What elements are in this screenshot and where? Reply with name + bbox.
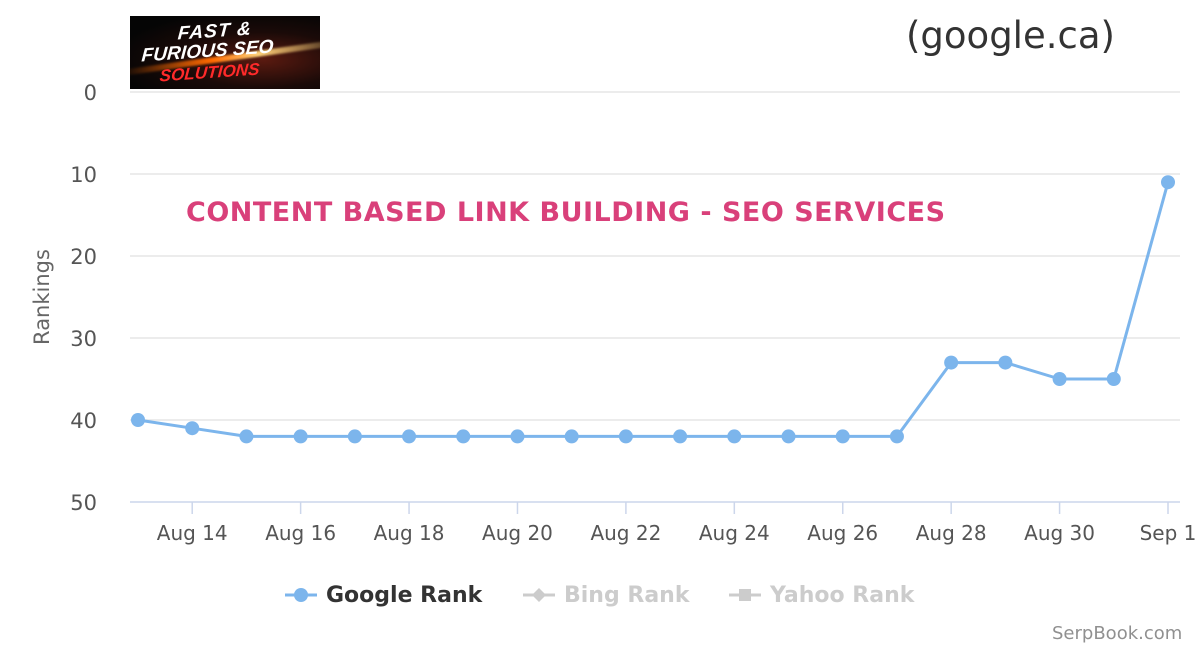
grid-lines — [130, 91, 1180, 421]
data-point — [618, 429, 633, 444]
x-tick-label: Aug 22 — [590, 521, 661, 545]
x-tick-label: Aug 18 — [374, 521, 445, 545]
data-point — [1052, 372, 1067, 386]
data-point — [347, 429, 362, 444]
y-axis-title: Rankings — [30, 249, 54, 345]
data-point — [402, 429, 417, 444]
y-tick-label: 50 — [70, 491, 97, 515]
overlay-title: CONTENT BASED LINK BUILDING - SEO SERVIC… — [186, 197, 946, 228]
circle-marker-icon — [285, 588, 317, 602]
x-tick-label: Aug 20 — [482, 521, 553, 545]
data-point — [131, 413, 145, 427]
y-tick-label: 30 — [70, 327, 97, 351]
data-point — [456, 429, 471, 444]
data-point — [185, 421, 200, 436]
legend-label-bing: Bing Rank — [564, 582, 690, 608]
y-tick-label: 20 — [70, 245, 97, 269]
data-point — [1161, 175, 1175, 190]
legend-item-yahoo-rank[interactable]: Yahoo Rank — [728, 580, 914, 610]
series-line — [137, 181, 1170, 438]
x-tick-label: Aug 26 — [807, 521, 878, 545]
x-tick-label: Aug 16 — [265, 521, 336, 545]
data-point — [293, 429, 308, 444]
data-point — [673, 429, 688, 444]
x-tick-label: Aug 30 — [1024, 521, 1095, 545]
legend-item-google-rank[interactable]: Google Rank — [284, 580, 482, 610]
brand-logo: FAST & FURIOUS SEO SOLUTIONS — [130, 16, 320, 89]
y-tick-label: 40 — [70, 409, 97, 433]
search-engine-label: (google.ca) — [906, 14, 1115, 57]
data-point — [1106, 372, 1121, 386]
x-tick-label: Sep 1 — [1140, 521, 1197, 545]
x-axis: Aug 14 Aug 16 Aug 18 Aug 20 Aug 22 Aug 24 Aug … — [130, 501, 1197, 545]
data-point — [727, 429, 742, 444]
y-tick-label: 10 — [70, 163, 97, 187]
credit-link[interactable]: SerpBook.com — [1052, 623, 1183, 644]
y-axis: 0 10 20 30 40 50 — [70, 81, 97, 515]
legend-item-bing-rank[interactable]: Bing Rank — [522, 580, 689, 610]
data-point — [781, 429, 796, 444]
data-point — [998, 355, 1013, 370]
data-point — [239, 429, 254, 444]
series-google-rank — [131, 175, 1175, 444]
data-point — [944, 355, 959, 370]
data-point — [889, 429, 904, 444]
legend-label-yahoo: Yahoo Rank — [770, 582, 915, 608]
data-point — [510, 429, 525, 444]
data-point — [564, 429, 579, 444]
data-point — [835, 429, 850, 444]
diamond-marker-icon — [523, 588, 555, 602]
x-tick-label: Aug 28 — [916, 521, 987, 545]
x-tick-label: Aug 24 — [699, 521, 770, 545]
x-tick-label: Aug 14 — [157, 521, 228, 545]
legend-label-google: Google Rank — [326, 582, 483, 608]
y-tick-label: 0 — [84, 81, 97, 105]
square-marker-icon — [729, 589, 761, 601]
